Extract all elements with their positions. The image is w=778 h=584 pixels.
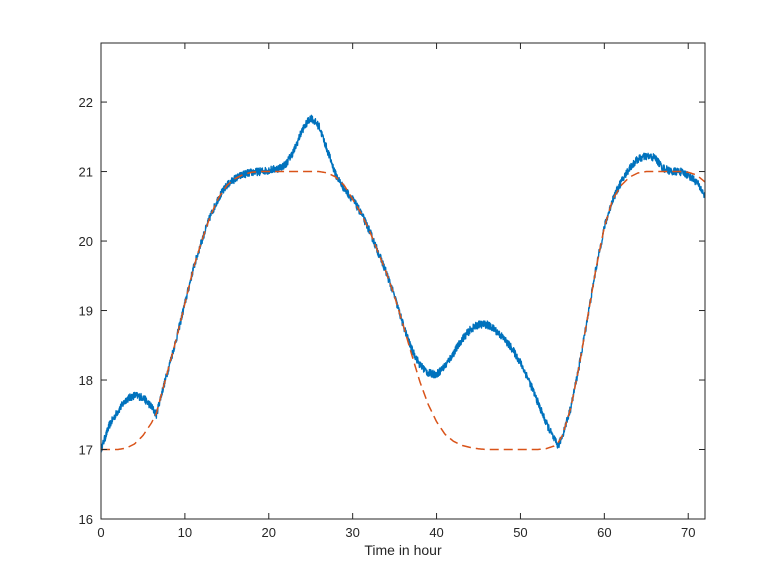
x-tick-label: 40 bbox=[429, 525, 443, 540]
x-tick-label: 50 bbox=[513, 525, 527, 540]
x-tick-label: 0 bbox=[97, 525, 104, 540]
x-tick-label: 70 bbox=[681, 525, 695, 540]
x-tick-label: 30 bbox=[345, 525, 359, 540]
y-tick-label: 21 bbox=[79, 165, 93, 180]
x-tick-label: 60 bbox=[597, 525, 611, 540]
tick-layer: 0 10 20 30 40 50 60 70 16 17 18 19 20 21 22 bbox=[79, 43, 705, 540]
plot-area bbox=[101, 43, 705, 519]
x-tick-label: 20 bbox=[262, 525, 276, 540]
y-tick-label: 16 bbox=[79, 512, 93, 527]
series-line-2 bbox=[101, 170, 705, 451]
series-line-1 bbox=[101, 114, 705, 453]
axes-box bbox=[100, 42, 706, 520]
y-tick-label: 22 bbox=[79, 95, 93, 110]
y-tick-label: 19 bbox=[79, 304, 93, 319]
series-layer bbox=[101, 114, 705, 453]
y-tick-label: 17 bbox=[79, 443, 93, 458]
y-tick-label: 18 bbox=[79, 373, 93, 388]
x-axis-label: Time in hour bbox=[364, 542, 442, 558]
x-tick-label: 10 bbox=[178, 525, 192, 540]
y-tick-label: 20 bbox=[79, 234, 93, 249]
